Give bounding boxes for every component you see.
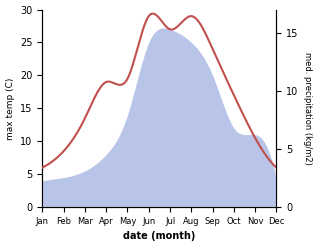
X-axis label: date (month): date (month) <box>123 231 196 242</box>
Y-axis label: med. precipitation (kg/m2): med. precipitation (kg/m2) <box>303 52 313 165</box>
Y-axis label: max temp (C): max temp (C) <box>5 77 15 140</box>
